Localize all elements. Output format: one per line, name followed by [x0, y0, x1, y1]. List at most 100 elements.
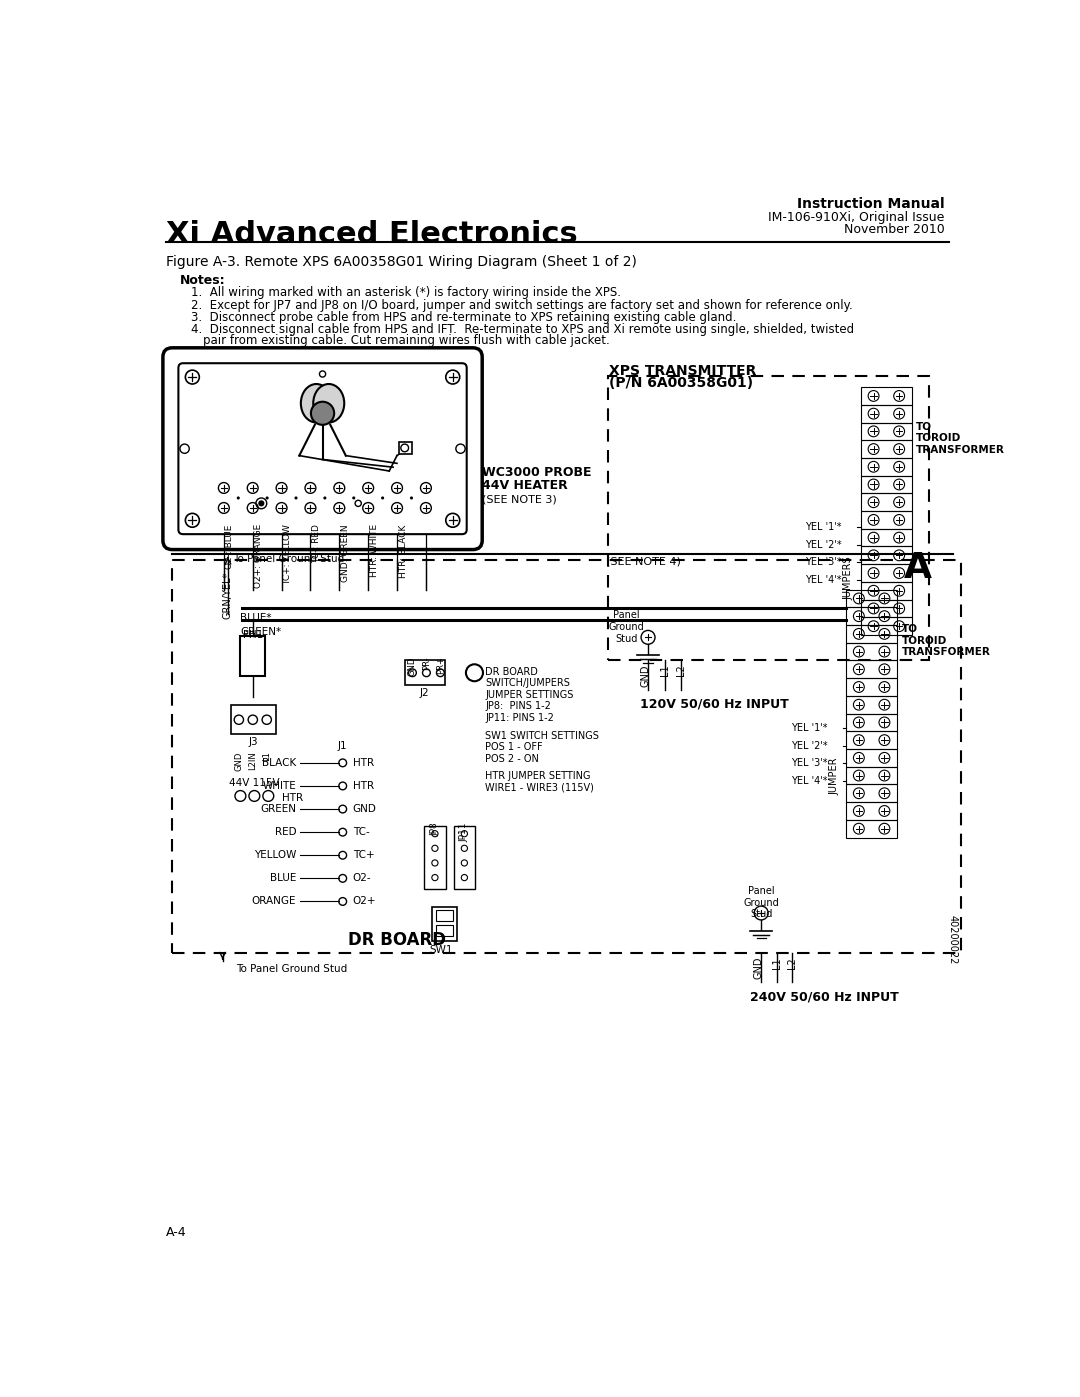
Text: ORANGE: ORANGE — [252, 897, 296, 907]
Text: RED: RED — [274, 827, 296, 837]
Text: L2IN: L2IN — [248, 752, 257, 770]
Text: Xi Advanced Electronics: Xi Advanced Electronics — [166, 219, 578, 249]
Text: 1.  All wiring marked with an asterisk (*) is factory wiring inside the XPS.: 1. All wiring marked with an asterisk (*… — [191, 286, 621, 299]
Text: YEL '1'*: YEL '1'* — [791, 722, 827, 733]
Bar — [847, 696, 896, 714]
Text: Panel
Ground
Stud: Panel Ground Stud — [743, 886, 779, 919]
Text: Instruction Manual: Instruction Manual — [797, 197, 945, 211]
Bar — [435, 909, 453, 921]
Text: To Panel Ground Stud: To Panel Ground Stud — [235, 964, 347, 974]
Text: TC+: TC+ — [353, 851, 375, 861]
Text: YELLOW: YELLOW — [254, 851, 296, 861]
Text: HTR: BLACK: HTR: BLACK — [399, 524, 407, 577]
Bar — [432, 907, 457, 940]
Text: L1: L1 — [262, 752, 271, 761]
Bar — [405, 661, 445, 685]
Bar — [861, 546, 912, 564]
Bar — [861, 617, 912, 636]
Bar — [847, 714, 896, 731]
Text: JUMPER SETTINGS
JP8:  PINS 1-2
JP11: PINS 1-2: JUMPER SETTINGS JP8: PINS 1-2 JP11: PINS… — [485, 690, 573, 722]
Text: GREEN*: GREEN* — [241, 627, 282, 637]
Text: November 2010: November 2010 — [845, 224, 945, 236]
Text: To Panel Ground Stud: To Panel Ground Stud — [232, 555, 343, 564]
Text: FH1: FH1 — [243, 630, 262, 640]
Text: BLUE*: BLUE* — [241, 613, 272, 623]
Text: L2: L2 — [676, 665, 686, 676]
Text: A: A — [904, 550, 932, 585]
Text: 4.  Disconnect signal cable from HPS and IFT.  Re-terminate to XPS and Xi remote: 4. Disconnect signal cable from HPS and … — [191, 323, 854, 337]
Text: O2-: BLUE: O2-: BLUE — [226, 524, 234, 569]
Bar — [241, 636, 266, 676]
Bar — [861, 493, 912, 511]
Text: GRN/YEL*: GRN/YEL* — [222, 571, 233, 619]
Text: O2+: ORANGE: O2+: ORANGE — [254, 524, 264, 588]
Bar — [847, 784, 896, 802]
Text: HTR JUMPER SETTING
WIRE1 - WIRE3 (115V): HTR JUMPER SETTING WIRE1 - WIRE3 (115V) — [485, 771, 594, 793]
Text: TO
TOROID
TRANSFORMER: TO TOROID TRANSFORMER — [916, 422, 1005, 455]
Circle shape — [295, 496, 298, 500]
Text: 2.  Except for JP7 and JP8 on I/O board, jumper and switch settings are factory : 2. Except for JP7 and JP8 on I/O board, … — [191, 299, 852, 312]
Text: YEL '4'*: YEL '4'* — [806, 576, 842, 585]
Bar — [847, 802, 896, 820]
Bar — [210, 478, 441, 497]
Text: YEL '3'*: YEL '3'* — [806, 557, 842, 567]
Text: YEL '3'*: YEL '3'* — [791, 759, 827, 768]
Bar — [861, 529, 912, 546]
Text: 120V 50/60 Hz INPUT: 120V 50/60 Hz INPUT — [640, 697, 789, 711]
Text: DR BOARD
SWITCH/JUMPERS: DR BOARD SWITCH/JUMPERS — [485, 666, 570, 689]
Text: TC-: RED: TC-: RED — [312, 524, 321, 563]
Bar — [861, 583, 912, 599]
Text: BLACK: BLACK — [262, 757, 296, 768]
Bar — [454, 826, 475, 888]
Text: L2: L2 — [787, 957, 797, 968]
Bar — [847, 731, 896, 749]
FancyBboxPatch shape — [163, 348, 482, 549]
Text: JP8: JP8 — [431, 823, 440, 835]
Bar — [847, 590, 896, 608]
Bar — [847, 661, 896, 678]
Text: 44V 115V: 44V 115V — [229, 778, 280, 788]
Text: WC3000 PROBE: WC3000 PROBE — [482, 467, 592, 479]
Text: SW1: SW1 — [430, 946, 453, 956]
Text: (SEE NOTE 3): (SEE NOTE 3) — [482, 495, 557, 504]
Text: WHITE: WHITE — [262, 781, 296, 791]
Bar — [847, 749, 896, 767]
Text: SW1 SWITCH SETTINGS
POS 1 - OFF
POS 2 - ON: SW1 SWITCH SETTINGS POS 1 - OFF POS 2 - … — [485, 731, 599, 764]
Text: (P/N 6A00358G01): (P/N 6A00358G01) — [609, 376, 754, 390]
Text: GND: GND — [754, 957, 764, 979]
Ellipse shape — [313, 384, 345, 422]
Bar — [847, 678, 896, 696]
Bar — [861, 405, 912, 422]
Text: HTR: HTR — [353, 757, 374, 768]
Bar — [861, 387, 912, 405]
Text: J3: J3 — [248, 738, 258, 747]
Bar — [861, 475, 912, 493]
Text: TC+: YELLOW: TC+: YELLOW — [283, 524, 292, 585]
Bar — [847, 643, 896, 661]
Circle shape — [323, 496, 326, 500]
Text: J2: J2 — [420, 689, 430, 698]
Bar — [172, 560, 961, 953]
Text: JUMPER: JUMPER — [829, 757, 839, 795]
Bar — [424, 826, 446, 888]
Text: PR+: PR+ — [436, 657, 445, 675]
Text: 44V HEATER: 44V HEATER — [482, 479, 568, 492]
Bar — [847, 767, 896, 784]
Text: YEL '1'*: YEL '1'* — [806, 522, 842, 532]
Circle shape — [266, 496, 269, 500]
Circle shape — [352, 496, 355, 500]
Bar — [861, 564, 912, 583]
Bar — [847, 608, 896, 624]
Text: HTR: WHITE: HTR: WHITE — [369, 524, 379, 577]
Text: TC-: TC- — [353, 827, 369, 837]
Text: BLUE: BLUE — [270, 873, 296, 883]
Text: TO
TOROID
TRANSFORMER: TO TOROID TRANSFORMER — [902, 624, 990, 658]
Text: Figure A-3. Remote XPS 6A00358G01 Wiring Diagram (Sheet 1 of 2): Figure A-3. Remote XPS 6A00358G01 Wiring… — [166, 254, 637, 268]
Bar — [861, 440, 912, 458]
Text: GND: GREEN: GND: GREEN — [341, 524, 350, 581]
Ellipse shape — [301, 384, 332, 422]
Text: 240V 50/60 Hz INPUT: 240V 50/60 Hz INPUT — [750, 990, 899, 1003]
Text: pair from existing cable. Cut remaining wires flush with cable jacket.: pair from existing cable. Cut remaining … — [203, 334, 610, 346]
Bar — [231, 705, 276, 735]
Circle shape — [237, 496, 240, 500]
